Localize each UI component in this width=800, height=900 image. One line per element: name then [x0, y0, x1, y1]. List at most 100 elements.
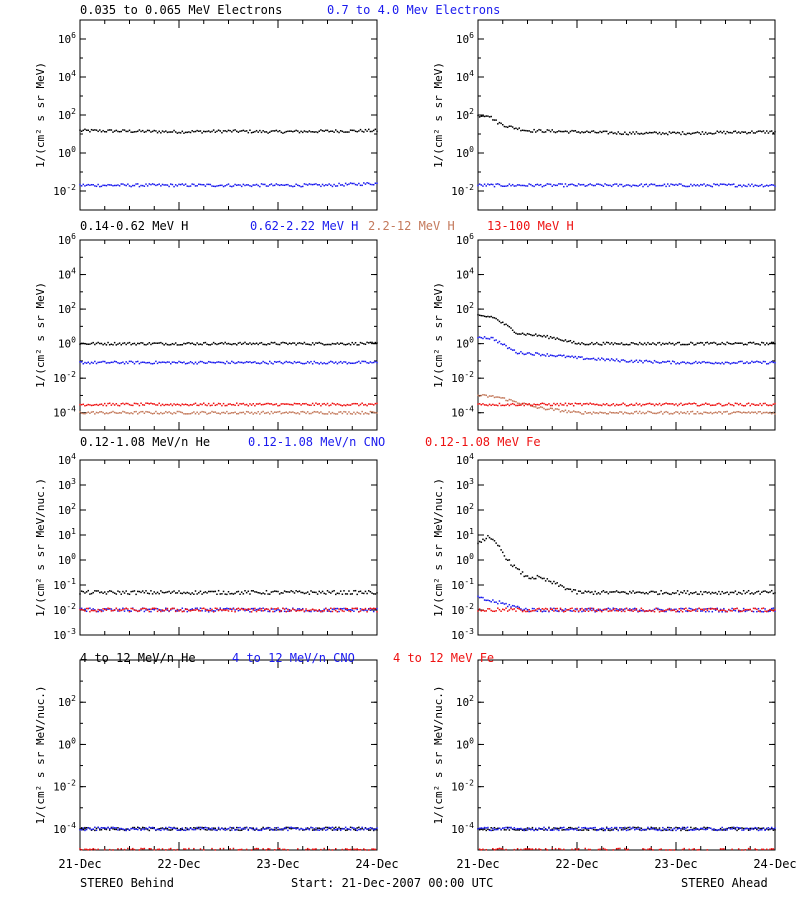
data-point [108, 343, 111, 346]
data-point [675, 829, 677, 832]
data-point [227, 590, 230, 593]
data-point [574, 608, 577, 610]
data-point [627, 184, 629, 186]
data-point [275, 343, 278, 345]
data-point [572, 340, 575, 343]
data-point [226, 360, 228, 363]
data-point [579, 343, 582, 346]
data-point [723, 343, 725, 345]
data-point [359, 610, 362, 612]
x-tick-label: 22-Dec [157, 857, 200, 871]
data-point [706, 849, 709, 851]
data-point [597, 412, 600, 415]
data-point [280, 592, 283, 594]
data-point [89, 593, 91, 595]
data-point [338, 592, 340, 595]
data-point [647, 185, 649, 188]
data-point [303, 130, 306, 132]
data-point [571, 355, 573, 357]
data-point [500, 610, 502, 612]
data-point [264, 403, 266, 406]
data-point [290, 185, 292, 187]
data-point [273, 411, 276, 413]
data-point [272, 412, 274, 415]
data-point [728, 131, 730, 134]
data-point [601, 610, 603, 613]
data-point [237, 342, 240, 344]
data-point [145, 362, 147, 364]
data-point [212, 590, 215, 593]
data-point [610, 185, 613, 188]
data-point [168, 344, 170, 346]
y-tick-label: 10-2 [451, 370, 474, 385]
data-point [563, 609, 565, 612]
data-point [277, 847, 279, 850]
data-point [638, 184, 641, 186]
data-point [657, 403, 659, 406]
data-point [612, 343, 615, 346]
data-point [584, 131, 586, 133]
data-point [212, 185, 215, 188]
data-point [511, 126, 514, 128]
data-point [482, 115, 484, 117]
data-point [104, 342, 106, 345]
data-point [736, 607, 738, 610]
data-point [515, 606, 517, 608]
data-point [622, 133, 624, 135]
data-point [579, 608, 582, 610]
data-point [693, 829, 695, 831]
data-point [724, 404, 727, 406]
data-point [594, 131, 596, 134]
data-point [325, 413, 327, 415]
data-point [189, 412, 192, 415]
x-tick-label: 22-Dec [555, 857, 598, 871]
data-point [746, 609, 748, 612]
data-point [212, 611, 215, 613]
data-point [704, 361, 707, 364]
plot-frame [79, 659, 378, 851]
data-point [637, 361, 639, 364]
data-point [564, 588, 567, 591]
data-point [313, 591, 316, 594]
data-point [292, 590, 294, 593]
data-point [269, 343, 271, 345]
data-point [630, 609, 633, 611]
data-point [254, 361, 256, 363]
data-point [713, 412, 715, 414]
data-point [506, 826, 509, 829]
data-point [615, 828, 618, 830]
data-point [199, 360, 202, 363]
data-point [551, 847, 553, 850]
data-point [680, 133, 682, 136]
data-point [146, 411, 149, 413]
data-point [113, 609, 116, 611]
data-point [747, 827, 750, 830]
data-point [170, 608, 172, 610]
data-point [339, 590, 342, 592]
data-point [316, 827, 319, 829]
data-point [751, 183, 753, 186]
data-point [226, 184, 228, 186]
data-point [295, 609, 297, 612]
data-point [372, 828, 375, 831]
data-point [113, 828, 116, 831]
data-point [652, 342, 654, 344]
data-point [198, 183, 200, 186]
data-point [511, 565, 514, 568]
data-point [657, 342, 659, 344]
data-point [571, 590, 573, 593]
y-tick-label: 10-1 [451, 577, 474, 592]
data-point [516, 848, 519, 850]
data-point [275, 590, 278, 593]
data-point [665, 828, 667, 830]
data-point [130, 360, 132, 363]
data-point [736, 362, 738, 364]
data-point [295, 590, 297, 592]
data-point [227, 183, 230, 185]
data-point [751, 403, 753, 405]
data-point [374, 360, 377, 363]
series-0-62-2-22-mev-h [79, 360, 378, 365]
data-point [269, 131, 271, 133]
data-point [181, 592, 184, 595]
data-point [234, 404, 236, 407]
